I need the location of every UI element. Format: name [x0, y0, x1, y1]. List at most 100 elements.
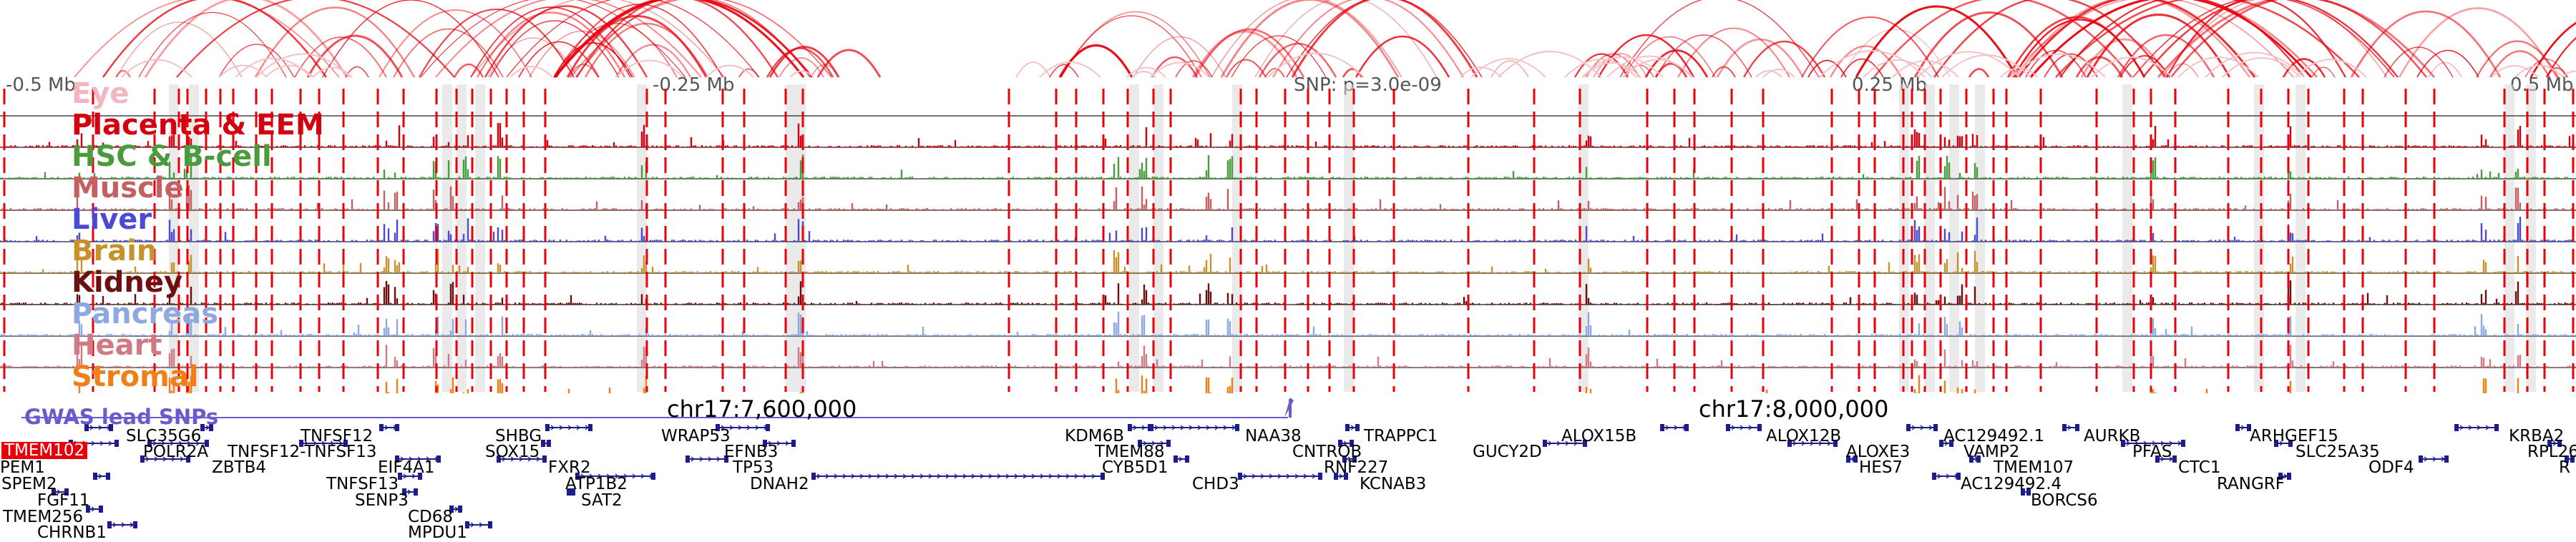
- strand-arrow: [1818, 440, 1823, 446]
- loop-arc: [2014, 0, 2250, 78]
- chromatin-loop-arcs: [74, 0, 2576, 79]
- highlight-band: [1925, 84, 1935, 392]
- exon: [1660, 424, 1664, 431]
- gene-label: ALOX12B: [1766, 427, 1842, 445]
- strand-arrow: [902, 473, 907, 479]
- loop-arc: [1933, 0, 2167, 78]
- strand-arrow: [716, 456, 721, 462]
- exon: [2288, 440, 2293, 447]
- loop-arc: [265, 64, 314, 78]
- loop-arc: [1133, 36, 1226, 78]
- strand-arrow: [1920, 425, 1925, 430]
- loop-arc: [218, 64, 268, 78]
- loop-arc: [1677, 27, 1790, 78]
- loop-arc: [255, 53, 351, 78]
- exon: [2565, 455, 2569, 463]
- track-label-muscle: Muscle: [72, 172, 184, 205]
- strand-arrow: [154, 456, 159, 462]
- loop-arc: [1625, 64, 1654, 78]
- loop-arc: [114, 69, 132, 78]
- strand-arrow: [161, 440, 166, 446]
- gene-label: RNF227: [1324, 458, 1389, 477]
- strand-arrow: [426, 456, 431, 462]
- gene-label: KRBA2: [2509, 427, 2565, 445]
- exon: [343, 440, 348, 447]
- exon: [766, 424, 770, 431]
- gene-label: CD68: [408, 508, 454, 526]
- strand-arrow: [1556, 440, 1561, 446]
- strand-arrow: [746, 425, 751, 430]
- loop-arc: [218, 44, 295, 78]
- exon: [114, 440, 119, 447]
- strand-arrow: [1083, 473, 1088, 479]
- strand-arrow: [834, 473, 839, 479]
- exon: [1932, 473, 1936, 480]
- loop-arc: [2117, 34, 2215, 78]
- gene-label: ATP1B2: [565, 475, 628, 493]
- strand-arrow: [1206, 425, 1211, 430]
- gene-label: PFAS: [2132, 443, 2172, 461]
- exon: [2547, 440, 2552, 447]
- loop-arc: [1712, 66, 1736, 78]
- coordinate-label-right: chr17:8,000,000: [1699, 395, 1889, 423]
- exon: [299, 440, 303, 447]
- strand-arrow: [91, 440, 96, 446]
- accessibility-signal: [0, 123, 2575, 147]
- loop-arc: [254, 6, 416, 78]
- loop-arc: [706, 64, 754, 78]
- strand-arrow: [1286, 473, 1291, 479]
- gene-label: SLC35G6: [126, 427, 202, 445]
- strand-arrow: [1303, 473, 1308, 479]
- strand-arrow: [632, 473, 637, 479]
- strand-arrow: [1014, 473, 1019, 479]
- strand-arrow: [567, 425, 572, 430]
- strand-arrow: [313, 440, 318, 446]
- scale-right-mid-label: 0.25 Mb: [1852, 74, 1928, 96]
- loop-arc: [2017, 0, 2256, 78]
- strand-arrow: [615, 473, 620, 479]
- gene-label: R: [2559, 458, 2570, 477]
- loop-arc: [2295, 59, 2367, 78]
- loop-arc: [1892, 60, 1959, 78]
- exon: [209, 424, 213, 431]
- strand-arrow: [98, 473, 103, 479]
- exon: [205, 440, 209, 447]
- strand-arrow: [971, 473, 976, 479]
- loop-arc: [1220, 0, 1400, 78]
- gene-label: TMEM88: [1095, 443, 1165, 461]
- loop-arc: [584, 22, 709, 78]
- strand-arrow: [384, 425, 389, 430]
- strand-arrow: [1928, 425, 1933, 430]
- accessibility-signal: [0, 217, 2573, 242]
- loop-arc: [738, 68, 759, 78]
- strand-arrow: [589, 473, 594, 479]
- exon: [2570, 455, 2575, 463]
- loop-arc: [789, 70, 814, 78]
- strand-arrow: [91, 506, 96, 512]
- strand-arrow: [121, 522, 126, 528]
- strand-arrow: [1548, 440, 1553, 446]
- loop-arc: [2013, 19, 2146, 78]
- gene-label: CHD3: [1192, 475, 1239, 493]
- exon: [588, 424, 592, 431]
- gene-label: ALOX15B: [1561, 427, 1637, 445]
- exon: [2274, 440, 2278, 447]
- exon: [200, 424, 205, 431]
- strand-arrow: [1154, 425, 1159, 430]
- loop-arc: [484, 5, 648, 78]
- loop-arc: [1917, 51, 2020, 78]
- exon: [1350, 440, 1354, 447]
- loop-arc: [769, 46, 840, 78]
- exon: [1166, 440, 1171, 447]
- strand-arrow: [112, 522, 117, 528]
- exon: [436, 455, 441, 463]
- loop-arc: [570, 0, 832, 78]
- loop-arc: [2044, 53, 2098, 78]
- strand-arrow: [729, 425, 734, 430]
- strand-arrow: [1946, 473, 1951, 479]
- strand-arrow: [1143, 440, 1148, 446]
- gene-label: AC129492.4: [1961, 475, 2062, 493]
- exon: [686, 455, 690, 463]
- strand-arrow: [2468, 425, 2473, 430]
- strand-arrow: [1223, 425, 1228, 430]
